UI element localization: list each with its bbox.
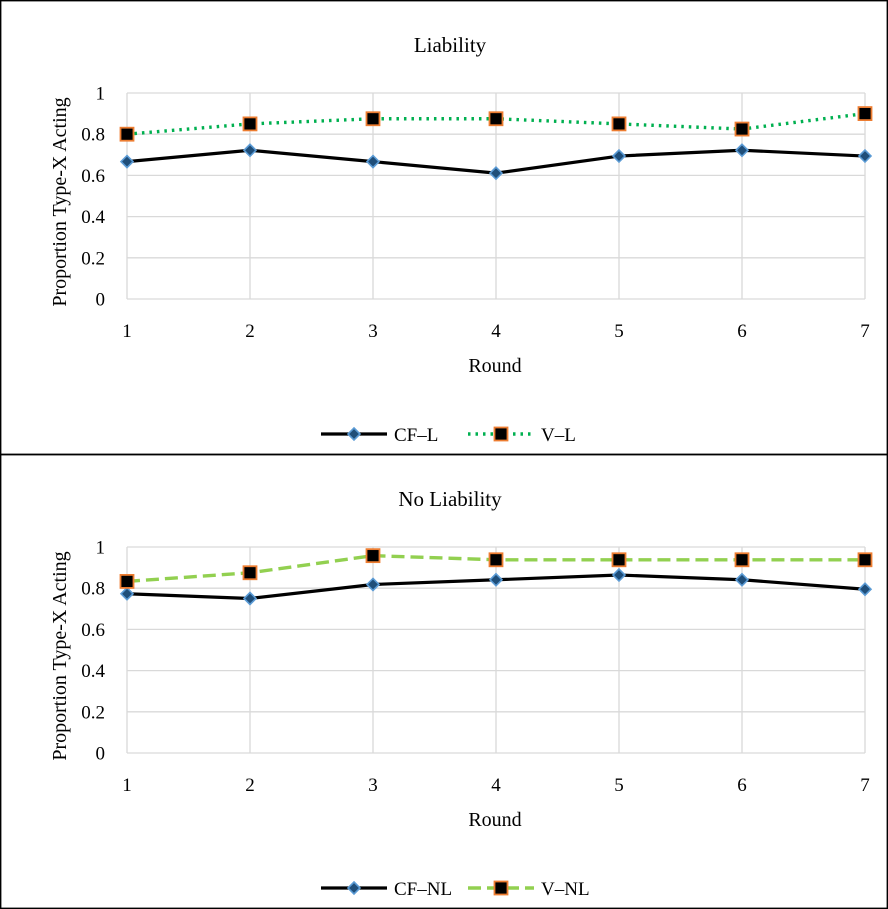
data-point bbox=[857, 106, 873, 121]
x-axis-label: Round bbox=[468, 355, 521, 377]
x-tick-label: 3 bbox=[368, 775, 378, 796]
legend: CF–L V–L bbox=[321, 425, 576, 446]
chart-svg-no-liability: No Liability 0 0.2 0.4 0.6 0.8 1 1 2 3 4 5 6 7 Roun… bbox=[0, 454, 888, 909]
data-point bbox=[734, 572, 750, 587]
data-point bbox=[365, 111, 381, 127]
y-tick-label: 1 bbox=[96, 538, 106, 559]
y-tick-label: 0 bbox=[96, 744, 106, 765]
x-tick-label: 7 bbox=[860, 775, 870, 796]
y-tick-label: 0.2 bbox=[81, 702, 105, 723]
data-point bbox=[365, 154, 381, 169]
x-tick-labels: 1 2 3 4 5 6 7 bbox=[122, 321, 870, 342]
y-axis-label: Proportion Type-X Acting bbox=[49, 551, 71, 760]
data-point bbox=[611, 552, 627, 568]
y-tick-label: 0 bbox=[96, 290, 106, 311]
y-tick-label: 0.4 bbox=[81, 207, 105, 228]
data-point bbox=[488, 166, 504, 181]
legend-marker bbox=[493, 880, 509, 896]
y-axis-label: Proportion Type-X Acting bbox=[49, 97, 71, 306]
chart-svg-liability: Liability 0 0.2 0.4 0.6 0.8 1 1 2 3 4 5 6 7 Round P… bbox=[0, 0, 888, 455]
y-tick-label: 0.2 bbox=[81, 248, 105, 269]
x-tick-label: 7 bbox=[860, 321, 870, 342]
x-tick-label: 4 bbox=[491, 775, 501, 796]
x-tick-label: 2 bbox=[245, 321, 255, 342]
legend-label: V–NL bbox=[541, 879, 590, 900]
legend-label: CF–L bbox=[394, 425, 438, 446]
data-point bbox=[611, 148, 627, 164]
x-tick-label: 5 bbox=[614, 321, 624, 342]
data-point bbox=[857, 148, 873, 164]
chart-frame bbox=[0, 0, 888, 455]
chart-panel-no-liability: No Liability 0 0.2 0.4 0.6 0.8 1 1 2 3 4 5 6 7 Roun… bbox=[0, 454, 888, 909]
data-point bbox=[242, 116, 258, 132]
x-tick-labels: 1 2 3 4 5 6 7 bbox=[122, 775, 870, 796]
gridlines bbox=[126, 546, 866, 754]
chart-title: No Liability bbox=[398, 487, 502, 511]
series-markers bbox=[119, 548, 873, 606]
data-point bbox=[488, 552, 504, 568]
data-point bbox=[242, 565, 258, 581]
y-tick-label: 0.6 bbox=[81, 620, 105, 641]
data-point bbox=[242, 591, 258, 606]
x-tick-label: 3 bbox=[368, 321, 378, 342]
data-point bbox=[488, 111, 504, 127]
data-point bbox=[611, 567, 627, 583]
chart-frame bbox=[0, 454, 888, 909]
x-tick-label: 1 bbox=[122, 775, 132, 796]
y-tick-label: 0.8 bbox=[81, 125, 105, 146]
chart-title: Liability bbox=[414, 33, 487, 57]
data-point bbox=[119, 586, 135, 601]
x-tick-label: 5 bbox=[614, 775, 624, 796]
data-point bbox=[119, 574, 135, 589]
data-point bbox=[734, 552, 750, 568]
data-point bbox=[488, 572, 504, 587]
x-tick-label: 2 bbox=[245, 775, 255, 796]
data-point bbox=[611, 116, 627, 132]
legend: CF–NL V–NL bbox=[321, 879, 590, 900]
data-point bbox=[119, 126, 135, 142]
data-point bbox=[242, 143, 258, 158]
y-tick-labels: 0 0.2 0.4 0.6 0.8 1 bbox=[81, 84, 105, 311]
x-tick-label: 1 bbox=[122, 321, 132, 342]
legend-label: V–L bbox=[541, 425, 576, 446]
data-point bbox=[734, 143, 750, 158]
y-tick-label: 0.6 bbox=[81, 166, 105, 187]
y-tick-label: 0.8 bbox=[81, 579, 105, 600]
data-point bbox=[365, 548, 381, 564]
y-tick-labels: 0 0.2 0.4 0.6 0.8 1 bbox=[81, 538, 105, 765]
data-point bbox=[857, 582, 873, 597]
legend-marker bbox=[346, 426, 362, 442]
x-tick-label: 6 bbox=[737, 321, 747, 342]
legend-marker bbox=[346, 880, 362, 896]
y-tick-label: 0.4 bbox=[81, 661, 105, 682]
data-point bbox=[857, 552, 873, 568]
x-tick-label: 4 bbox=[491, 321, 501, 342]
data-point bbox=[119, 154, 135, 169]
legend-marker bbox=[493, 426, 509, 442]
data-point bbox=[734, 121, 750, 137]
series-markers bbox=[119, 106, 873, 181]
y-tick-label: 1 bbox=[96, 84, 106, 105]
legend-label: CF–NL bbox=[394, 879, 452, 900]
x-axis-label: Round bbox=[468, 809, 521, 831]
chart-panel-liability: Liability 0 0.2 0.4 0.6 0.8 1 1 2 3 4 5 6 7 Round P… bbox=[0, 0, 888, 455]
x-tick-label: 6 bbox=[737, 775, 747, 796]
data-point bbox=[365, 577, 381, 592]
